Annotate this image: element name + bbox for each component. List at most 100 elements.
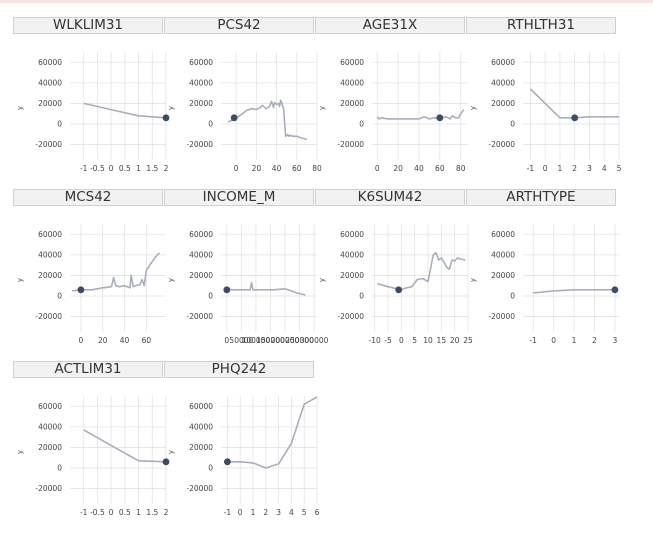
top-border xyxy=(0,0,653,3)
y-tick-label: 0 xyxy=(359,120,364,129)
x-tick-label: 0 xyxy=(238,508,243,517)
plot-area: -20000 0 20000 40000 60000 0 20 40 60 80 y xyxy=(318,52,468,173)
y-tick-label: 40000 xyxy=(38,422,62,431)
y-axis-label: y xyxy=(318,278,326,282)
x-tick-label: 0 xyxy=(224,336,229,345)
y-axis-label: y xyxy=(16,278,24,282)
x-tick-label: 2 xyxy=(263,508,268,517)
x-tick-label: 2 xyxy=(164,164,169,173)
y-tick-label: -20000 xyxy=(488,312,515,321)
y-tick-label: 60000 xyxy=(340,58,364,67)
x-tick-label: 1.5 xyxy=(146,164,158,173)
subplot-title: MCS42 xyxy=(13,189,163,206)
x-tick-label: 4 xyxy=(602,164,607,173)
x-tick-label: 0 xyxy=(79,336,84,345)
x-tick-label: -1 xyxy=(80,164,88,173)
series-line xyxy=(227,99,308,141)
x-tick-label: 15 xyxy=(437,336,447,345)
y-tick-label: 0 xyxy=(57,292,62,301)
series-line xyxy=(533,289,615,294)
y-tick-label: 0 xyxy=(510,292,515,301)
y-tick-label: 0 xyxy=(208,120,213,129)
current-point-marker xyxy=(162,458,170,466)
y-tick-label: 20000 xyxy=(38,271,62,280)
subplot-title: ARTHTYPE xyxy=(466,189,616,206)
subplot-title: WLKLIM31 xyxy=(13,17,163,34)
x-tick-label: 1 xyxy=(251,508,256,517)
x-tick-label: 150000 xyxy=(256,336,285,345)
y-axis-label: y xyxy=(167,450,175,454)
y-tick-label: 60000 xyxy=(38,402,62,411)
x-tick-label: 80 xyxy=(456,164,466,173)
subplot-title: ACTLIM31 xyxy=(13,361,163,378)
series-line xyxy=(72,252,161,292)
x-tick-label: 0 xyxy=(109,508,114,517)
x-tick-label: 3 xyxy=(276,508,281,517)
x-tick-label: 0 xyxy=(399,336,404,345)
x-tick-label: -1 xyxy=(224,508,232,517)
x-tick-label: 0 xyxy=(234,164,239,173)
y-tick-label: -20000 xyxy=(488,140,515,149)
y-tick-label: 60000 xyxy=(189,230,213,239)
y-tick-label: 60000 xyxy=(491,58,515,67)
x-tick-label: 5 xyxy=(412,336,417,345)
y-axis-label: y xyxy=(469,278,477,282)
y-tick-label: 40000 xyxy=(189,250,213,259)
x-tick-label: 20 xyxy=(450,336,460,345)
x-tick-label: 2 xyxy=(572,164,577,173)
x-tick-label: 10 xyxy=(423,336,433,345)
subplot-title: PHQ242 xyxy=(164,361,314,378)
x-tick-label: 6 xyxy=(315,508,320,517)
y-tick-label: 20000 xyxy=(189,443,213,452)
x-tick-label: -10 xyxy=(369,336,381,345)
y-axis-label: y xyxy=(16,106,24,110)
plot-area: -20000 0 20000 40000 60000 -1 0 1 2 3 y xyxy=(469,224,619,345)
y-tick-label: 40000 xyxy=(38,78,62,87)
subplot-title: PCS42 xyxy=(164,17,314,34)
plot-area: -20000 0 20000 40000 60000 0 20 40 60 80 y xyxy=(167,52,322,173)
y-tick-label: 20000 xyxy=(189,271,213,280)
x-tick-label: 0 xyxy=(375,164,380,173)
x-tick-label: 40 xyxy=(414,164,424,173)
y-tick-label: 40000 xyxy=(340,78,364,87)
current-point-marker xyxy=(224,458,231,466)
y-axis-label: y xyxy=(16,450,24,454)
y-tick-label: 40000 xyxy=(189,78,213,87)
x-tick-label: 300000 xyxy=(300,336,329,345)
x-tick-label: 2 xyxy=(592,336,597,345)
x-tick-label: 3 xyxy=(613,336,618,345)
y-tick-label: 20000 xyxy=(189,99,213,108)
x-tick-label: 25 xyxy=(463,336,473,345)
x-tick-label: 3 xyxy=(587,164,592,173)
x-tick-label: -1 xyxy=(527,164,535,173)
y-tick-label: 60000 xyxy=(491,230,515,239)
y-tick-label: 40000 xyxy=(38,250,62,259)
x-tick-label: 0 xyxy=(543,164,548,173)
y-tick-label: 20000 xyxy=(491,99,515,108)
y-axis-label: y xyxy=(167,106,175,110)
y-tick-label: -20000 xyxy=(35,312,62,321)
x-tick-label: 0.5 xyxy=(119,508,131,517)
x-tick-label: 1 xyxy=(572,336,577,345)
x-tick-label: 60 xyxy=(142,336,152,345)
current-point-marker xyxy=(162,114,170,122)
y-tick-label: -20000 xyxy=(337,140,364,149)
x-tick-label: 50000 xyxy=(229,336,253,345)
plot-area: -20000 0 20000 40000 60000 -1 -0.5 0 0.5 1 1.5 2 y xyxy=(16,396,170,517)
x-tick-label: 1.5 xyxy=(146,508,158,517)
x-tick-label: 200000 xyxy=(271,336,300,345)
x-tick-label: 1 xyxy=(136,508,141,517)
y-axis-label: y xyxy=(469,106,477,110)
y-tick-label: 40000 xyxy=(491,250,515,259)
x-tick-label: 1 xyxy=(558,164,563,173)
x-tick-label: 40 xyxy=(120,336,130,345)
series-line xyxy=(83,102,167,119)
x-tick-label: -0.5 xyxy=(90,508,105,517)
series-line xyxy=(225,281,306,296)
y-tick-label: 0 xyxy=(208,464,213,473)
y-tick-label: 0 xyxy=(57,464,62,473)
x-tick-label: 1 xyxy=(136,164,141,173)
x-tick-label: -1 xyxy=(80,508,88,517)
